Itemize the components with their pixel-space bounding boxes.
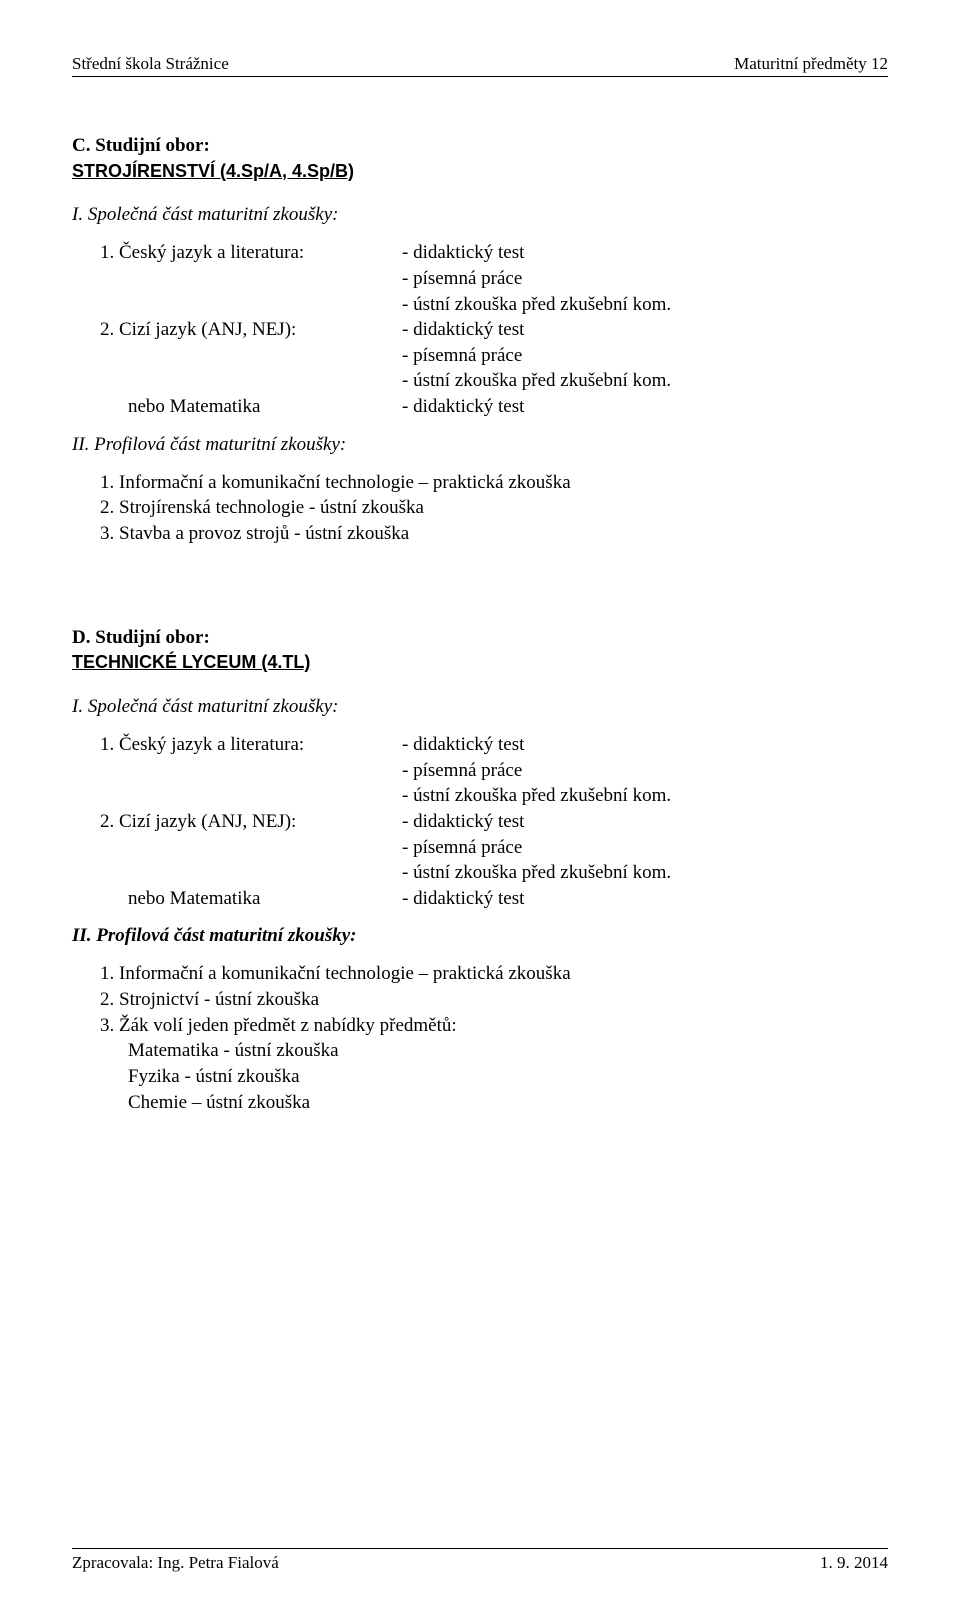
c-row-2-right-1: - didaktický test	[402, 317, 888, 343]
section-d-part2-heading: II. Profilová část maturitní zkoušky:	[72, 925, 888, 947]
d-row-2b: - písemná práce	[72, 835, 888, 861]
page-header: Střední škola Strážnice Maturitní předmě…	[72, 54, 888, 77]
c-row-3: nebo Matematika - didaktický test	[72, 394, 888, 420]
d-p2-3: 3. Žák volí jeden předmět z nabídky před…	[72, 1013, 888, 1039]
section-d-part1-heading: I. Společná část maturitní zkoušky:	[72, 696, 888, 718]
section-c-title: C. Studijní obor: STROJÍRENSTVÍ (4.Sp/A,…	[72, 133, 888, 184]
d-p2-5: Fyzika - ústní zkouška	[72, 1064, 888, 1090]
d-row-2-right-1: - didaktický test	[402, 809, 888, 835]
section-d-title: D. Studijní obor: TECHNICKÉ LYCEUM (4.TL…	[72, 625, 888, 676]
c-row-1: 1. Český jazyk a literatura: - didaktick…	[72, 240, 888, 266]
c-p2-2: 2. Strojírenská technologie - ústní zkou…	[72, 495, 888, 521]
c-row-1-right-3: - ústní zkouška před zkušební kom.	[402, 292, 888, 318]
d-row-1b: - písemná práce	[72, 758, 888, 784]
d-row-3-right-1: - didaktický test	[402, 886, 888, 912]
footer-right: 1. 9. 2014	[820, 1553, 888, 1573]
d-p2-2: 2. Strojnictví - ústní zkouška	[72, 987, 888, 1013]
d-p2-4: Matematika - ústní zkouška	[72, 1038, 888, 1064]
c-row-2-right-3: - ústní zkouška před zkušební kom.	[402, 368, 888, 394]
c-row-2c: - ústní zkouška před zkušební kom.	[72, 368, 888, 394]
c-row-1b: - písemná práce	[72, 266, 888, 292]
c-row-2b: - písemná práce	[72, 343, 888, 369]
section-d-name: TECHNICKÉ LYCEUM (4.TL)	[72, 652, 310, 672]
d-row-1-right-3: - ústní zkouška před zkušební kom.	[402, 783, 888, 809]
c-row-3-left: nebo Matematika	[72, 394, 402, 420]
d-p2-1: 1. Informační a komunikační technologie …	[72, 961, 888, 987]
d-p2-6: Chemie – ústní zkouška	[72, 1090, 888, 1116]
c-p2-3: 3. Stavba a provoz strojů - ústní zkoušk…	[72, 521, 888, 547]
section-c-prefix: C. Studijní obor:	[72, 135, 210, 156]
d-row-2-right-3: - ústní zkouška před zkušební kom.	[402, 860, 888, 886]
c-row-1c: - ústní zkouška před zkušební kom.	[72, 292, 888, 318]
d-row-1-right-2: - písemná práce	[402, 758, 888, 784]
d-row-2-right-2: - písemná práce	[402, 835, 888, 861]
header-right: Maturitní předměty 12	[734, 54, 888, 74]
header-left: Střední škola Strážnice	[72, 54, 229, 74]
c-row-1-left: 1. Český jazyk a literatura:	[72, 240, 402, 266]
section-c-part1-heading: I. Společná část maturitní zkoušky:	[72, 204, 888, 226]
page: Střední škola Strážnice Maturitní předmě…	[0, 0, 960, 1617]
footer-left: Zpracovala: Ing. Petra Fialová	[72, 1553, 279, 1573]
c-row-3-right-1: - didaktický test	[402, 394, 888, 420]
d-row-1: 1. Český jazyk a literatura: - didaktick…	[72, 732, 888, 758]
c-p2-1: 1. Informační a komunikační technologie …	[72, 470, 888, 496]
section-c-name: STROJÍRENSTVÍ (4.Sp/A, 4.Sp/B)	[72, 161, 354, 181]
d-row-1-left: 1. Český jazyk a literatura:	[72, 732, 402, 758]
d-row-2c: - ústní zkouška před zkušební kom.	[72, 860, 888, 886]
section-d-prefix: D. Studijní obor:	[72, 627, 210, 648]
c-row-2: 2. Cizí jazyk (ANJ, NEJ): - didaktický t…	[72, 317, 888, 343]
d-row-1-right-1: - didaktický test	[402, 732, 888, 758]
c-row-1-right-1: - didaktický test	[402, 240, 888, 266]
d-row-3-left: nebo Matematika	[72, 886, 402, 912]
c-row-1-right-2: - písemná práce	[402, 266, 888, 292]
page-footer: Zpracovala: Ing. Petra Fialová 1. 9. 201…	[72, 1548, 888, 1573]
c-row-2-right-2: - písemná práce	[402, 343, 888, 369]
d-row-2: 2. Cizí jazyk (ANJ, NEJ): - didaktický t…	[72, 809, 888, 835]
section-c-part2-heading: II. Profilová část maturitní zkoušky:	[72, 434, 888, 456]
c-row-2-left: 2. Cizí jazyk (ANJ, NEJ):	[72, 317, 402, 343]
d-row-3: nebo Matematika - didaktický test	[72, 886, 888, 912]
d-row-1c: - ústní zkouška před zkušební kom.	[72, 783, 888, 809]
d-row-2-left: 2. Cizí jazyk (ANJ, NEJ):	[72, 809, 402, 835]
